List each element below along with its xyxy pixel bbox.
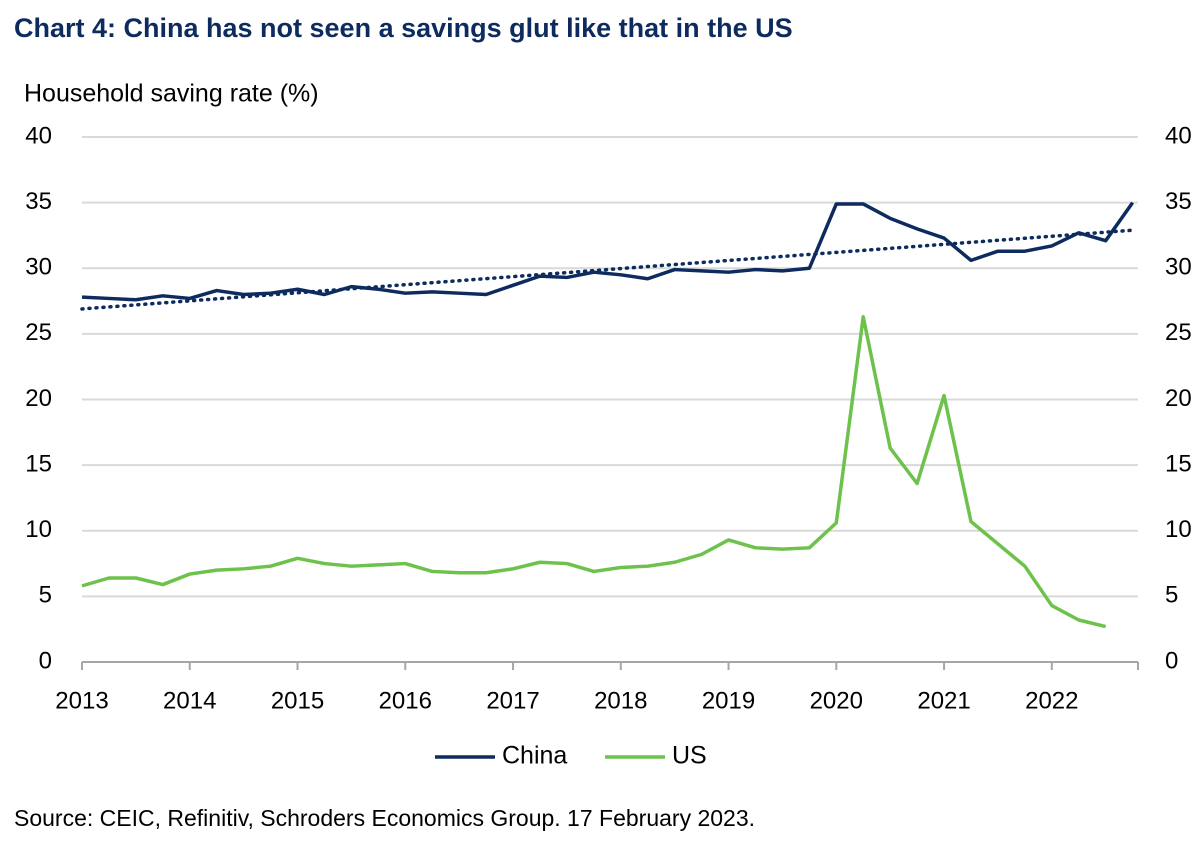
- legend-label: US: [672, 742, 707, 770]
- y2-tick-label: 30: [1165, 254, 1192, 281]
- y-tick-label: 20: [25, 385, 52, 412]
- x-tick-label: 2014: [163, 687, 216, 714]
- y2-tick-label: 15: [1165, 450, 1192, 477]
- y-tick-label: 30: [25, 254, 52, 281]
- x-tick-label: 2015: [271, 687, 324, 714]
- y2-tick-label: 25: [1165, 319, 1192, 346]
- legend-label: China: [502, 742, 567, 770]
- x-tick-label: 2020: [810, 687, 863, 714]
- y-tick-label: 10: [25, 516, 52, 543]
- y-tick-label: 5: [39, 582, 52, 609]
- y-tick-label: 35: [25, 188, 52, 215]
- x-tick-label: 2018: [594, 687, 647, 714]
- x-tick-label: 2022: [1025, 687, 1078, 714]
- trend-line: [80, 228, 1135, 311]
- source: Source: CEIC, Refinitiv, Schroders Econo…: [14, 805, 755, 831]
- y-tick-label: 25: [25, 319, 52, 346]
- y2-tick-label: 40: [1165, 122, 1192, 149]
- y2-tick-label: 35: [1165, 188, 1192, 215]
- series-line: [81, 315, 1107, 629]
- x-tick-label: 2016: [379, 687, 432, 714]
- x-tick-label: 2019: [702, 687, 755, 714]
- y-tick-label: 40: [25, 122, 52, 149]
- y2-tick-label: 0: [1165, 647, 1178, 674]
- chart-title: Chart 4: China has not seen a savings gl…: [14, 13, 793, 43]
- x-tick-label: 2021: [917, 687, 970, 714]
- y2-tick-label: 5: [1165, 582, 1178, 609]
- y2-tick-label: 20: [1165, 385, 1192, 412]
- x-tick-label: 2017: [486, 687, 539, 714]
- y-tick-label: 15: [25, 450, 52, 477]
- y-tick-label: 0: [39, 647, 52, 674]
- series-line: [81, 201, 1135, 302]
- y2-tick-label: 10: [1165, 516, 1192, 543]
- y-axis-label: Household saving rate (%): [24, 80, 319, 108]
- x-tick-label: 2013: [55, 687, 108, 714]
